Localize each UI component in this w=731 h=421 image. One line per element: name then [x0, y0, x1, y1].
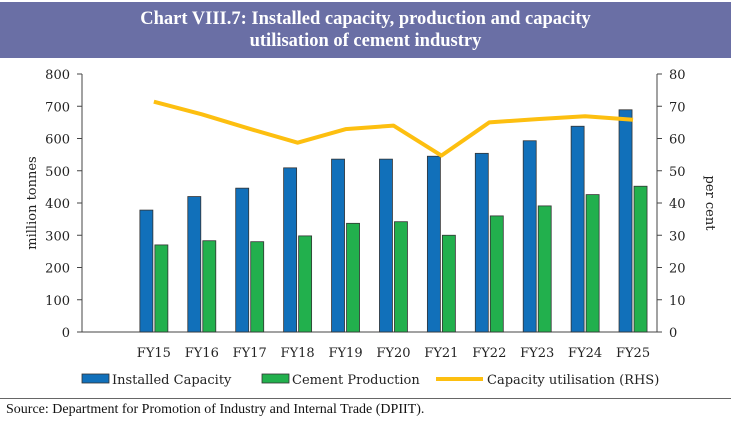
legend-label-cement-production: Cement Production — [292, 373, 420, 388]
left-tick-label: 800 — [45, 68, 70, 83]
bar-cement-production — [202, 240, 217, 333]
chart: 0 100 200 300 400 500 600 700 800 0 10 20 30 40 50 60 70… — [25, 68, 717, 388]
x-tick-label: FY21 — [424, 346, 458, 361]
chart-title: Chart VIII.7: Installed capacity, produc… — [0, 2, 731, 58]
x-tick-label: FY15 — [137, 346, 171, 361]
right-tick-label: 70 — [669, 100, 686, 115]
bar-installed-capacity — [474, 152, 489, 333]
legend-label-installed-capacity: Installed Capacity — [112, 373, 232, 388]
bar-installed-capacity — [235, 187, 250, 333]
bar-cement-production — [298, 235, 313, 333]
bar-cement-production — [489, 215, 504, 333]
right-tick-label: 20 — [669, 262, 686, 277]
right-tick-label: 60 — [669, 133, 686, 148]
bar-cement-production — [537, 205, 552, 333]
left-tick-label: 700 — [45, 100, 70, 115]
x-tick-label: FY16 — [185, 346, 219, 361]
right-tick-label: 80 — [669, 68, 686, 83]
x-tick-label: FY25 — [616, 346, 650, 361]
bar-cement-production — [154, 244, 169, 333]
right-tick-label: 30 — [669, 229, 686, 244]
x-tick-label: FY23 — [520, 346, 554, 361]
x-tick-label: FY22 — [472, 346, 506, 361]
legend-swatch-cement-production — [261, 373, 290, 384]
bar-cement-production — [394, 221, 408, 333]
right-tick-label: 40 — [669, 197, 686, 212]
bar-cement-production — [346, 222, 360, 333]
bar-installed-capacity — [522, 140, 537, 333]
left-tick-label: 200 — [45, 262, 70, 277]
x-tick-label: FY19 — [328, 346, 362, 361]
x-tick-label: FY20 — [376, 346, 410, 361]
legend-label-capacity-utilisation: Capacity utilisation (RHS) — [487, 373, 659, 388]
bar-installed-capacity — [570, 125, 585, 333]
bar-installed-capacity — [426, 155, 441, 333]
bar-cement-production — [585, 194, 600, 333]
left-tick-label: 400 — [45, 197, 70, 212]
x-tick-label: FY24 — [568, 346, 602, 361]
right-tick-label: 10 — [669, 294, 686, 309]
source-note: Source: Department for Promotion of Indu… — [0, 398, 731, 418]
bar-installed-capacity — [618, 109, 633, 333]
bar-installed-capacity — [283, 167, 298, 333]
legend-swatch-installed-capacity — [81, 373, 110, 384]
x-tick-label: FY17 — [233, 346, 267, 361]
bar-installed-capacity — [187, 196, 202, 333]
left-tick-label: 600 — [45, 133, 70, 148]
title-line-2: utilisation of cement industry — [249, 31, 482, 51]
bar-installed-capacity — [139, 209, 154, 333]
right-tick-label: 0 — [669, 326, 677, 341]
bar-installed-capacity — [379, 158, 393, 333]
bar-cement-production — [633, 185, 648, 333]
bar-installed-capacity — [331, 158, 345, 333]
title-line-1: Chart VIII.7: Installed capacity, produc… — [140, 9, 591, 29]
left-tick-label: 0 — [62, 326, 70, 341]
line-capacity-utilisation — [153, 99, 634, 158]
y-axis-label: million tonnes — [25, 156, 40, 249]
bar-cement-production — [441, 234, 456, 333]
y-axis-right-label: per cent — [702, 176, 717, 232]
left-tick-label: 500 — [45, 165, 70, 180]
x-tick-label: FY18 — [281, 346, 315, 361]
bar-cement-production — [250, 241, 265, 333]
left-tick-label: 100 — [45, 294, 70, 309]
left-tick-label: 300 — [45, 229, 70, 244]
right-tick-label: 50 — [669, 165, 686, 180]
